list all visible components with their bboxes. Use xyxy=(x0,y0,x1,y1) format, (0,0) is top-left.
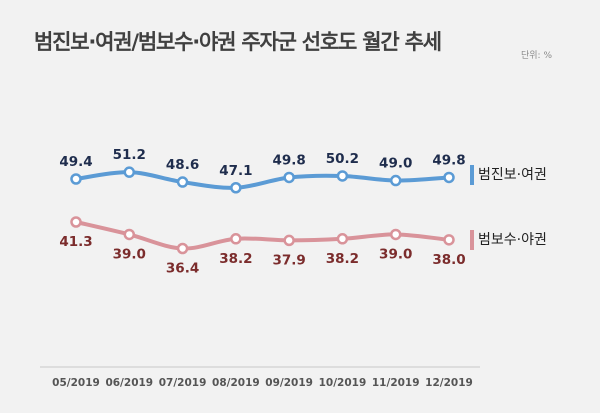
data-label: 36.4 xyxy=(166,261,199,277)
data-point xyxy=(123,166,136,178)
data-point xyxy=(336,233,349,245)
data-label: 39.0 xyxy=(379,246,412,262)
data-point xyxy=(389,174,402,187)
data-point xyxy=(123,228,136,241)
x-tick-label: 05/2019 xyxy=(52,377,100,389)
x-tick-label: 11/2019 xyxy=(372,377,420,389)
legend-label: 범보수·야권 xyxy=(478,232,547,248)
data-point xyxy=(230,233,242,245)
x-tick-label: 08/2019 xyxy=(212,377,260,389)
x-tick-label: 07/2019 xyxy=(159,377,207,389)
data-label: 38.2 xyxy=(219,251,252,267)
legend-conservative-ruling: 범보수·야권 xyxy=(470,230,547,250)
legend-progressive-opposition: 범진보·여권 xyxy=(470,165,547,185)
data-label: 48.6 xyxy=(166,157,199,173)
chart-title: 범진보·여권/범보수·야권 주자군 선호도 월간 추세 xyxy=(34,30,442,54)
data-point xyxy=(176,176,189,188)
data-label: 49.8 xyxy=(272,152,305,168)
data-point xyxy=(283,171,295,184)
data-label: 49.4 xyxy=(59,154,92,170)
data-label: 49.0 xyxy=(379,156,412,172)
data-point xyxy=(283,234,295,247)
legend-swatch-conservative-ruling xyxy=(470,230,474,250)
data-point xyxy=(70,173,82,185)
data-label: 47.1 xyxy=(219,163,252,179)
data-point xyxy=(230,182,242,194)
data-label: 41.3 xyxy=(59,234,92,250)
data-label: 49.8 xyxy=(432,152,465,168)
data-label: 37.9 xyxy=(272,252,305,268)
data-point xyxy=(336,170,349,182)
data-label: 51.2 xyxy=(113,147,146,163)
x-tick-label: 06/2019 xyxy=(105,377,153,389)
data-point xyxy=(443,171,455,184)
x-tick-label: 12/2019 xyxy=(425,377,473,389)
legend-swatch-progressive-opposition xyxy=(470,165,474,185)
data-point xyxy=(389,228,402,241)
unit-label: 단위: % xyxy=(520,51,552,61)
legend-label: 범진보·여권 xyxy=(478,167,547,183)
data-label: 38.0 xyxy=(432,252,465,268)
data-point xyxy=(176,242,189,255)
x-tick-label: 09/2019 xyxy=(265,377,313,389)
data-label: 38.2 xyxy=(326,251,359,267)
data-point xyxy=(70,216,82,228)
x-tick-label: 10/2019 xyxy=(319,377,367,389)
data-label: 50.2 xyxy=(326,151,359,167)
data-point xyxy=(443,234,455,246)
data-label: 39.0 xyxy=(113,246,146,262)
